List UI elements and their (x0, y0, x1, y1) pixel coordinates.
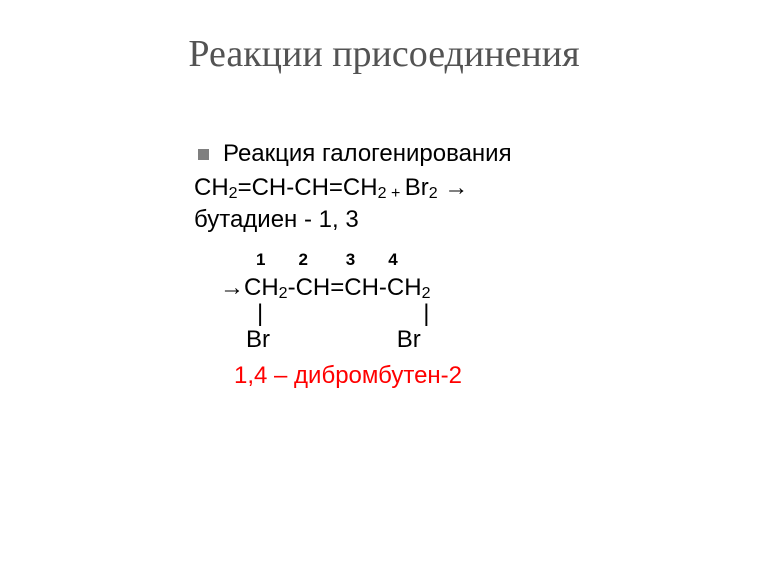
arrow-icon: → (438, 174, 469, 201)
reactant-name: бутадиен - 1, 3 (194, 206, 512, 234)
product-name: 1,4 – дибромбутен-2 (234, 362, 512, 390)
subscript: 2 (429, 185, 438, 202)
bromine: Br (405, 174, 429, 201)
slide: Реакции присоединения Реакция галогениро… (0, 0, 768, 576)
reaction-equation: СН2=СН-СН=СН2 + Br2 → (194, 174, 512, 202)
bullet-row: Реакция галогенирования (190, 140, 512, 168)
product-ch: СН (244, 274, 279, 301)
slide-body: Реакция галогенирования СН2=СН-СН=СН2 + … (190, 140, 512, 390)
product-chain: -СН=СН-СН (288, 274, 422, 301)
bromine-atoms: Br Br (246, 326, 512, 354)
bond-bars: | | (257, 300, 512, 328)
reactant-ch: СН (194, 174, 229, 201)
carbon-position-numbers: 1 2 3 4 (256, 250, 512, 270)
arrow-icon: → (220, 274, 244, 301)
subscript: 2 (378, 185, 391, 202)
subscript: 2 (279, 285, 288, 302)
slide-title: Реакции присоединения (0, 32, 768, 76)
bullet-text: Реакция галогенирования (223, 140, 512, 168)
product-formula: →СН2-СН=СН-СН2 (220, 274, 512, 302)
square-bullet-icon (198, 149, 209, 160)
reactant-chain: =СН-СН=СН (238, 174, 378, 201)
subscript: 2 (422, 285, 431, 302)
plus-sign: + (391, 185, 405, 202)
subscript: 2 (229, 185, 238, 202)
